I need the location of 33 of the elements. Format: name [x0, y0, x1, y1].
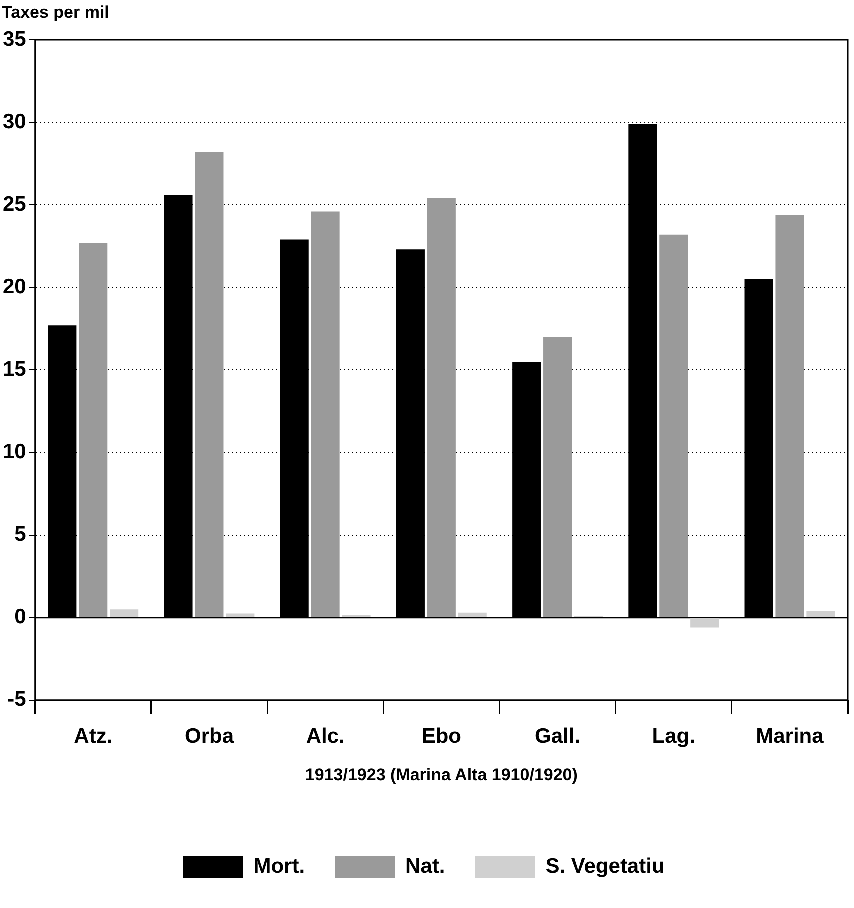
x-tick-label: Lag. [652, 724, 696, 748]
bar [806, 611, 836, 618]
y-tick-label: -5 [8, 688, 27, 712]
y-tick-label: 10 [3, 440, 26, 464]
bar [79, 243, 108, 618]
x-tick-label: Orba [184, 724, 234, 748]
bar [776, 215, 804, 618]
bar [427, 198, 456, 618]
bar [110, 610, 139, 618]
bar [544, 337, 572, 618]
bar [690, 618, 720, 628]
x-axis-title: 1913/1923 (Marina Alta 1910/1920) [305, 765, 578, 784]
bar [311, 212, 340, 618]
bar [226, 614, 255, 618]
legend-label: Nat. [406, 854, 446, 878]
legend-label: Mort. [254, 854, 306, 878]
bar [195, 152, 224, 618]
x-tick-label: Gall. [535, 724, 581, 748]
bar [660, 234, 688, 618]
bar [458, 612, 487, 618]
x-tick-label: Marina [756, 724, 824, 748]
legend-label: S. Vegetatiu [546, 854, 665, 878]
y-tick-label: 25 [3, 192, 27, 216]
x-tick-label: Atz. [74, 724, 113, 748]
y-tick-label: 15 [3, 358, 27, 381]
y-tick-label: 35 [3, 28, 27, 51]
y-axis-title: Taxes per mil [2, 3, 110, 22]
y-tick-label: 30 [3, 110, 26, 134]
y-tick-label: 0 [14, 606, 26, 629]
x-tick-label: Ebo [422, 724, 462, 748]
y-tick-label: 5 [14, 523, 27, 546]
y-tick-label: 20 [3, 275, 26, 298]
x-tick-label: Alc. [306, 724, 345, 748]
